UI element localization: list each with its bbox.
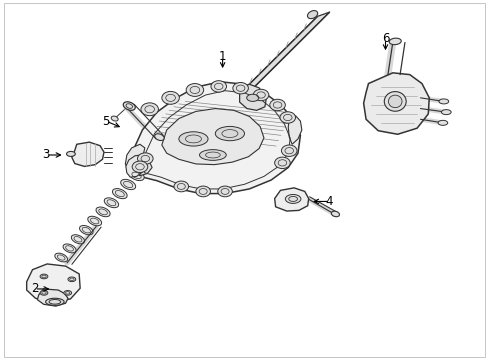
Ellipse shape: [71, 235, 84, 244]
Ellipse shape: [66, 152, 75, 157]
Text: 5: 5: [102, 114, 109, 127]
Ellipse shape: [55, 253, 67, 262]
Ellipse shape: [281, 145, 296, 157]
Ellipse shape: [388, 38, 401, 45]
Ellipse shape: [123, 102, 135, 110]
Ellipse shape: [40, 274, 48, 279]
Ellipse shape: [63, 244, 76, 253]
Polygon shape: [274, 188, 308, 211]
Ellipse shape: [196, 186, 210, 197]
Ellipse shape: [174, 181, 188, 192]
Ellipse shape: [104, 198, 119, 208]
Polygon shape: [363, 73, 428, 134]
Ellipse shape: [87, 216, 102, 226]
Ellipse shape: [141, 103, 158, 116]
Ellipse shape: [186, 84, 203, 96]
Polygon shape: [37, 289, 68, 306]
Ellipse shape: [129, 170, 144, 181]
Ellipse shape: [307, 10, 317, 19]
Polygon shape: [125, 155, 147, 177]
Ellipse shape: [111, 116, 118, 121]
Ellipse shape: [80, 225, 93, 235]
Ellipse shape: [285, 194, 300, 203]
Ellipse shape: [441, 110, 450, 114]
Ellipse shape: [274, 157, 289, 168]
Ellipse shape: [121, 179, 135, 190]
Polygon shape: [287, 116, 301, 144]
Text: 4: 4: [325, 195, 333, 208]
Polygon shape: [127, 82, 300, 194]
Ellipse shape: [384, 91, 406, 111]
Text: 3: 3: [42, 148, 50, 162]
Polygon shape: [162, 109, 264, 165]
Text: 6: 6: [381, 32, 388, 45]
Ellipse shape: [45, 298, 64, 305]
Ellipse shape: [112, 189, 127, 199]
Ellipse shape: [199, 150, 226, 160]
Ellipse shape: [132, 161, 147, 172]
Ellipse shape: [154, 134, 164, 140]
Ellipse shape: [438, 99, 448, 104]
Polygon shape: [132, 160, 152, 176]
Polygon shape: [242, 12, 329, 91]
Ellipse shape: [437, 120, 447, 125]
Ellipse shape: [269, 99, 285, 111]
Ellipse shape: [253, 89, 268, 101]
Ellipse shape: [331, 211, 339, 217]
Ellipse shape: [210, 81, 226, 92]
Ellipse shape: [68, 277, 76, 282]
Ellipse shape: [40, 291, 48, 295]
Ellipse shape: [217, 186, 232, 197]
Polygon shape: [125, 144, 144, 169]
Ellipse shape: [64, 291, 71, 295]
Polygon shape: [27, 264, 80, 302]
Polygon shape: [239, 84, 266, 111]
Ellipse shape: [280, 112, 295, 123]
Polygon shape: [72, 142, 104, 166]
Ellipse shape: [215, 126, 244, 141]
Text: 1: 1: [219, 50, 226, 63]
Ellipse shape: [137, 153, 153, 164]
Ellipse shape: [387, 95, 401, 108]
Ellipse shape: [246, 94, 258, 102]
Ellipse shape: [96, 207, 110, 217]
Ellipse shape: [179, 132, 207, 146]
Ellipse shape: [162, 91, 179, 104]
Ellipse shape: [232, 82, 248, 94]
Text: 2: 2: [31, 283, 38, 296]
